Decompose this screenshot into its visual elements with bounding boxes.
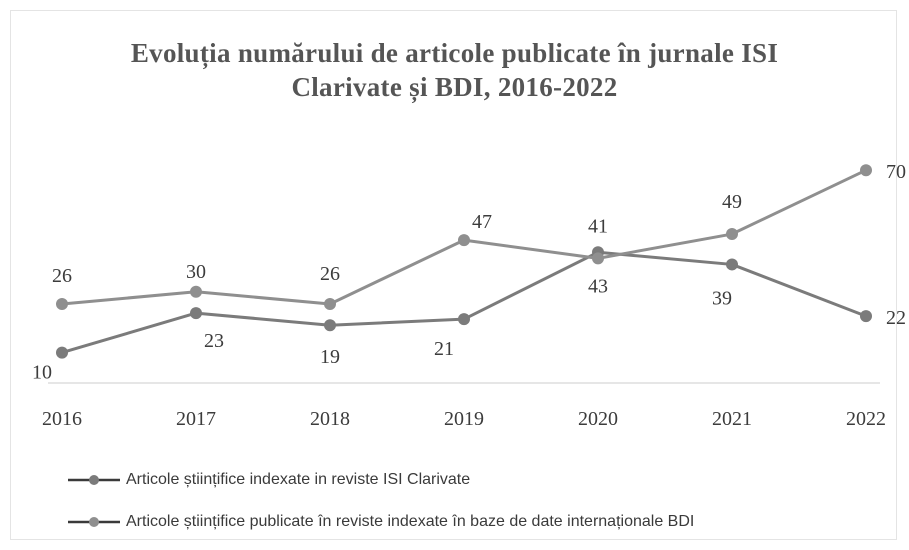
data-label: 41 xyxy=(588,215,608,237)
data-label: 70 xyxy=(886,161,906,183)
data-point xyxy=(860,310,872,323)
legend-line-marker-icon xyxy=(68,517,120,527)
series-line xyxy=(61,250,867,355)
data-point xyxy=(324,297,336,310)
data-label: 39 xyxy=(712,287,732,309)
data-point xyxy=(860,164,872,177)
legend-item-isi: Articole științifice indexate in reviste… xyxy=(66,466,896,494)
data-label: 22 xyxy=(886,307,906,329)
data-label: 26 xyxy=(320,263,340,285)
data-label: 43 xyxy=(588,275,608,297)
data-point xyxy=(726,258,738,271)
x-tick-label: 2017 xyxy=(176,408,216,430)
data-point xyxy=(726,228,738,241)
chart-frame xyxy=(10,10,897,540)
data-point xyxy=(190,307,202,320)
data-label: 26 xyxy=(52,265,72,287)
x-tick-label: 2022 xyxy=(846,408,886,430)
x-tick-label: 2016 xyxy=(42,408,82,430)
legend-label-isi: Articole științifice indexate in reviste… xyxy=(126,471,471,488)
data-point xyxy=(190,285,202,298)
legend-item-bdi: Articole științifice publicate în revist… xyxy=(66,508,896,536)
data-point xyxy=(458,234,470,247)
x-tick-label: 2020 xyxy=(578,408,618,430)
legend-label-bdi: Articole științifice publicate în revist… xyxy=(126,513,695,530)
data-label: 49 xyxy=(722,191,742,213)
x-tick-label: 2019 xyxy=(444,408,484,430)
data-point xyxy=(324,319,336,332)
data-point xyxy=(592,252,604,265)
x-tick-label: 2018 xyxy=(310,408,350,430)
data-label: 30 xyxy=(186,261,206,283)
data-label: 21 xyxy=(434,338,454,360)
legend-line-marker-icon xyxy=(68,475,120,485)
data-point xyxy=(56,346,68,359)
chart-title-line-2: Clarivate și BDI, 2016-2022 xyxy=(291,72,618,102)
data-point xyxy=(458,313,470,326)
x-tick-label: 2021 xyxy=(712,408,752,430)
data-label: 23 xyxy=(204,330,224,352)
data-label: 47 xyxy=(472,211,492,233)
chart-title-line-1: Evoluția numărului de articole publicate… xyxy=(130,38,779,68)
data-label: 10 xyxy=(32,362,52,384)
data-point xyxy=(56,297,68,310)
data-label: 19 xyxy=(320,346,340,368)
